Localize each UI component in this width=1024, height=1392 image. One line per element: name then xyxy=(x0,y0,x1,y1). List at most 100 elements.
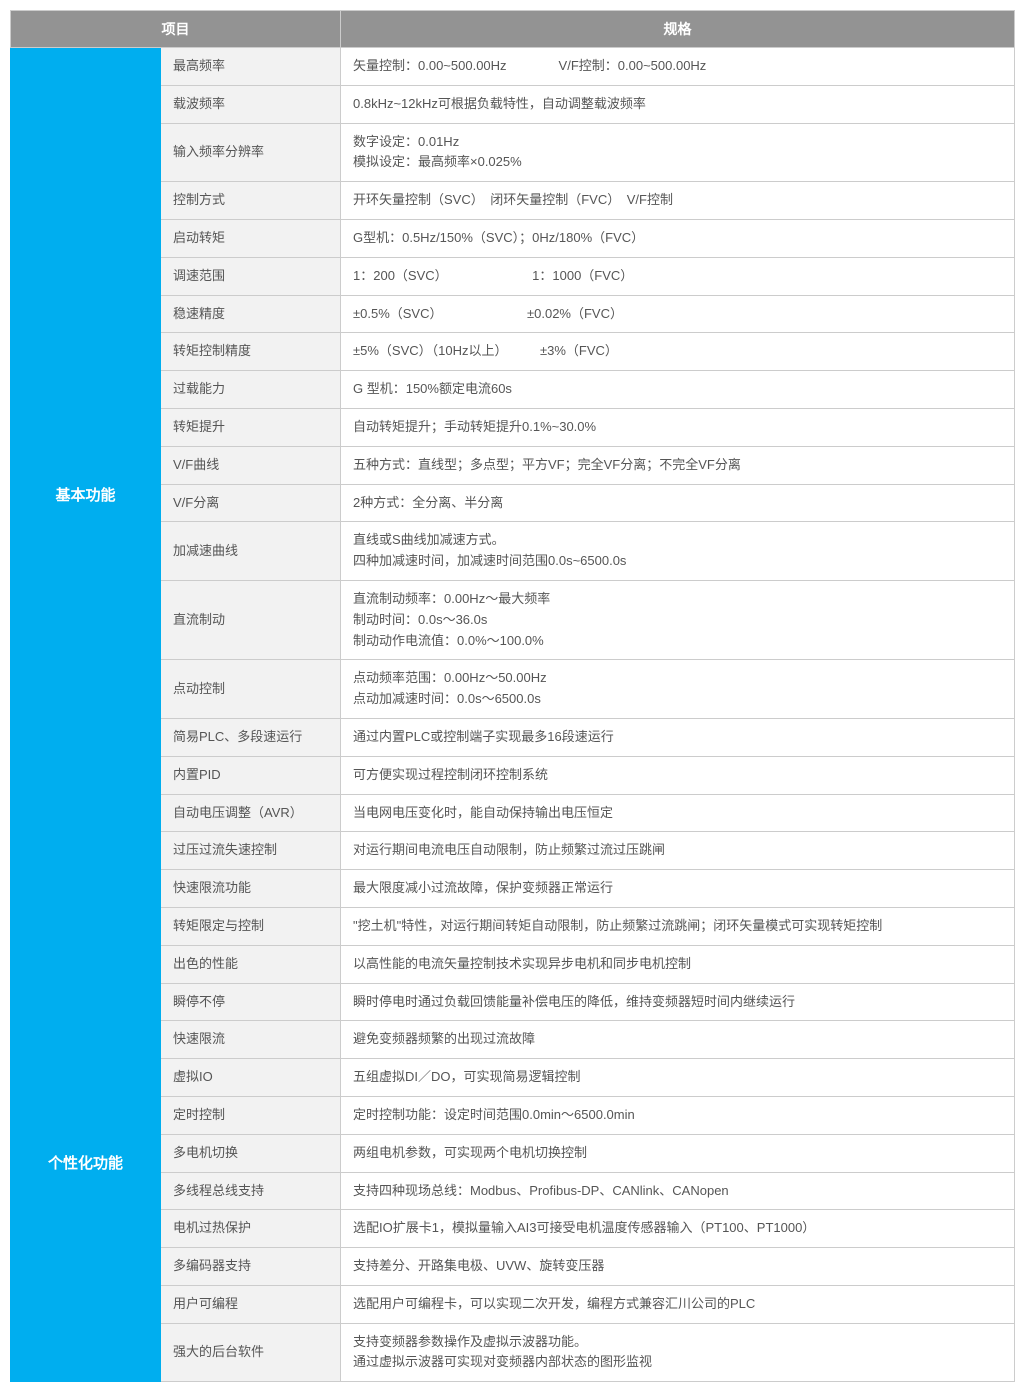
item-cell: 调速范围 xyxy=(161,257,341,295)
table-row: 快速限流功能最大限度减小过流故障，保护变频器正常运行 xyxy=(11,870,1015,908)
spec-cell: 瞬时停电时通过负载回馈能量补偿电压的降低，维持变频器短时间内继续运行 xyxy=(341,983,1015,1021)
table-row: 转矩限定与控制"挖土机"特性，对运行期间转矩自动限制，防止频繁过流跳闸；闭环矢量… xyxy=(11,907,1015,945)
item-cell: 转矩控制精度 xyxy=(161,333,341,371)
item-cell: 电机过热保护 xyxy=(161,1210,341,1248)
table-row: 输入频率分辨率数字设定：0.01Hz模拟设定：最高频率×0.025% xyxy=(11,123,1015,182)
table-row: 快速限流避免变频器频繁的出现过流故障 xyxy=(11,1021,1015,1059)
item-cell: 瞬停不停 xyxy=(161,983,341,1021)
table-row: 定时控制定时控制功能：设定时间范围0.0min～6500.0min xyxy=(11,1096,1015,1134)
item-cell: 强大的后台软件 xyxy=(161,1323,341,1382)
item-cell: 内置PID xyxy=(161,756,341,794)
spec-cell: 支持变频器参数操作及虚拟示波器功能。通过虚拟示波器可实现对变频器内部状态的图形监… xyxy=(341,1323,1015,1382)
table-row: V/F分离2种方式：全分离、半分离 xyxy=(11,484,1015,522)
item-cell: 稳速精度 xyxy=(161,295,341,333)
item-cell: 多线程总线支持 xyxy=(161,1172,341,1210)
table-row: 自动电压调整（AVR）当电网电压变化时，能自动保持输出电压恒定 xyxy=(11,794,1015,832)
table-row: 过压过流失速控制对运行期间电流电压自动限制，防止频繁过流过压跳闸 xyxy=(11,832,1015,870)
item-cell: 载波频率 xyxy=(161,85,341,123)
table-row: 启动转矩G型机：0.5Hz/150%（SVC）；0Hz/180%（FVC） xyxy=(11,219,1015,257)
spec-cell: 五种方式：直线型；多点型；平方VF；完全VF分离；不完全VF分离 xyxy=(341,446,1015,484)
spec-cell: 支持四种现场总线：Modbus、Profibus-DP、CANlink、CANo… xyxy=(341,1172,1015,1210)
item-cell: 定时控制 xyxy=(161,1096,341,1134)
header-item: 项目 xyxy=(11,11,341,48)
table-row: V/F曲线五种方式：直线型；多点型；平方VF；完全VF分离；不完全VF分离 xyxy=(11,446,1015,484)
table-row: 加减速曲线直线或S曲线加减速方式。四种加减速时间，加减速时间范围0.0s~650… xyxy=(11,522,1015,581)
spec-cell: 选配用户可编程卡，可以实现二次开发，编程方式兼容汇川公司的PLC xyxy=(341,1285,1015,1323)
spec-cell: 0.8kHz~12kHz可根据负载特性，自动调整载波频率 xyxy=(341,85,1015,123)
spec-cell: 1：200（SVC） 1：1000（FVC） xyxy=(341,257,1015,295)
item-cell: 自动电压调整（AVR） xyxy=(161,794,341,832)
header-spec: 规格 xyxy=(341,11,1015,48)
table-row: 载波频率0.8kHz~12kHz可根据负载特性，自动调整载波频率 xyxy=(11,85,1015,123)
spec-cell: ±5%（SVC）（10Hz以上） ±3%（FVC） xyxy=(341,333,1015,371)
item-cell: 快速限流 xyxy=(161,1021,341,1059)
item-cell: V/F分离 xyxy=(161,484,341,522)
spec-cell: 选配IO扩展卡1，模拟量输入AI3可接受电机温度传感器输入（PT100、PT10… xyxy=(341,1210,1015,1248)
item-cell: 多编码器支持 xyxy=(161,1248,341,1286)
spec-cell: 对运行期间电流电压自动限制，防止频繁过流过压跳闸 xyxy=(341,832,1015,870)
spec-cell: 支持差分、开路集电极、UVW、旋转变压器 xyxy=(341,1248,1015,1286)
spec-cell: G型机：0.5Hz/150%（SVC）；0Hz/180%（FVC） xyxy=(341,219,1015,257)
item-cell: 加减速曲线 xyxy=(161,522,341,581)
spec-table: 项目 规格 基本功能最高频率矢量控制：0.00~500.00Hz V/F控制：0… xyxy=(10,10,1015,1382)
spec-cell: 自动转矩提升；手动转矩提升0.1%~30.0% xyxy=(341,408,1015,446)
item-cell: 直流制动 xyxy=(161,580,341,659)
table-row: 稳速精度±0.5%（SVC） ±0.02%（FVC） xyxy=(11,295,1015,333)
item-cell: 点动控制 xyxy=(161,660,341,719)
spec-cell: 避免变频器频繁的出现过流故障 xyxy=(341,1021,1015,1059)
table-row: 直流制动直流制动频率：0.00Hz～最大频率制动时间：0.0s～36.0s制动动… xyxy=(11,580,1015,659)
spec-cell: 直线或S曲线加减速方式。四种加减速时间，加减速时间范围0.0s~6500.0s xyxy=(341,522,1015,581)
table-row: 内置PID可方便实现过程控制闭环控制系统 xyxy=(11,756,1015,794)
spec-cell: 两组电机参数，可实现两个电机切换控制 xyxy=(341,1134,1015,1172)
category-cell: 个性化功能 xyxy=(11,945,161,1382)
item-cell: 转矩限定与控制 xyxy=(161,907,341,945)
item-cell: 转矩提升 xyxy=(161,408,341,446)
spec-cell: 数字设定：0.01Hz模拟设定：最高频率×0.025% xyxy=(341,123,1015,182)
table-row: 简易PLC、多段速运行通过内置PLC或控制端子实现最多16段速运行 xyxy=(11,718,1015,756)
item-cell: 简易PLC、多段速运行 xyxy=(161,718,341,756)
item-cell: 出色的性能 xyxy=(161,945,341,983)
table-row: 基本功能最高频率矢量控制：0.00~500.00Hz V/F控制：0.00~50… xyxy=(11,48,1015,86)
table-row: 调速范围1：200（SVC） 1：1000（FVC） xyxy=(11,257,1015,295)
table-row: 多编码器支持支持差分、开路集电极、UVW、旋转变压器 xyxy=(11,1248,1015,1286)
spec-cell: 2种方式：全分离、半分离 xyxy=(341,484,1015,522)
item-cell: 控制方式 xyxy=(161,182,341,220)
spec-cell: "挖土机"特性，对运行期间转矩自动限制，防止频繁过流跳闸；闭环矢量模式可实现转矩… xyxy=(341,907,1015,945)
item-cell: 输入频率分辨率 xyxy=(161,123,341,182)
table-row: 电机过热保护选配IO扩展卡1，模拟量输入AI3可接受电机温度传感器输入（PT10… xyxy=(11,1210,1015,1248)
table-row: 过载能力G 型机：150%额定电流60s xyxy=(11,371,1015,409)
item-cell: 用户可编程 xyxy=(161,1285,341,1323)
spec-cell: G 型机：150%额定电流60s xyxy=(341,371,1015,409)
table-row: 用户可编程选配用户可编程卡，可以实现二次开发，编程方式兼容汇川公司的PLC xyxy=(11,1285,1015,1323)
spec-cell: ±0.5%（SVC） ±0.02%（FVC） xyxy=(341,295,1015,333)
spec-cell: 以高性能的电流矢量控制技术实现异步电机和同步电机控制 xyxy=(341,945,1015,983)
spec-cell: 点动频率范围：0.00Hz～50.00Hz点动加减速时间：0.0s～6500.0… xyxy=(341,660,1015,719)
spec-cell: 最大限度减小过流故障，保护变频器正常运行 xyxy=(341,870,1015,908)
item-cell: V/F曲线 xyxy=(161,446,341,484)
item-cell: 虚拟IO xyxy=(161,1059,341,1097)
table-row: 转矩提升自动转矩提升；手动转矩提升0.1%~30.0% xyxy=(11,408,1015,446)
spec-cell: 定时控制功能：设定时间范围0.0min～6500.0min xyxy=(341,1096,1015,1134)
item-cell: 启动转矩 xyxy=(161,219,341,257)
item-cell: 快速限流功能 xyxy=(161,870,341,908)
item-cell: 过载能力 xyxy=(161,371,341,409)
spec-cell: 矢量控制：0.00~500.00Hz V/F控制：0.00~500.00Hz xyxy=(341,48,1015,86)
table-row: 点动控制点动频率范围：0.00Hz～50.00Hz点动加减速时间：0.0s～65… xyxy=(11,660,1015,719)
item-cell: 最高频率 xyxy=(161,48,341,86)
category-cell: 基本功能 xyxy=(11,48,161,946)
table-row: 强大的后台软件支持变频器参数操作及虚拟示波器功能。通过虚拟示波器可实现对变频器内… xyxy=(11,1323,1015,1382)
table-row: 转矩控制精度±5%（SVC）（10Hz以上） ±3%（FVC） xyxy=(11,333,1015,371)
table-row: 控制方式开环矢量控制（SVC） 闭环矢量控制（FVC） V/F控制 xyxy=(11,182,1015,220)
spec-cell: 开环矢量控制（SVC） 闭环矢量控制（FVC） V/F控制 xyxy=(341,182,1015,220)
spec-cell: 直流制动频率：0.00Hz～最大频率制动时间：0.0s～36.0s制动动作电流值… xyxy=(341,580,1015,659)
spec-cell: 五组虚拟DI／DO，可实现简易逻辑控制 xyxy=(341,1059,1015,1097)
table-row: 多电机切换两组电机参数，可实现两个电机切换控制 xyxy=(11,1134,1015,1172)
spec-cell: 当电网电压变化时，能自动保持输出电压恒定 xyxy=(341,794,1015,832)
item-cell: 过压过流失速控制 xyxy=(161,832,341,870)
spec-cell: 可方便实现过程控制闭环控制系统 xyxy=(341,756,1015,794)
table-row: 虚拟IO五组虚拟DI／DO，可实现简易逻辑控制 xyxy=(11,1059,1015,1097)
table-row: 多线程总线支持支持四种现场总线：Modbus、Profibus-DP、CANli… xyxy=(11,1172,1015,1210)
table-row: 个性化功能出色的性能以高性能的电流矢量控制技术实现异步电机和同步电机控制 xyxy=(11,945,1015,983)
table-row: 瞬停不停瞬时停电时通过负载回馈能量补偿电压的降低，维持变频器短时间内继续运行 xyxy=(11,983,1015,1021)
spec-cell: 通过内置PLC或控制端子实现最多16段速运行 xyxy=(341,718,1015,756)
